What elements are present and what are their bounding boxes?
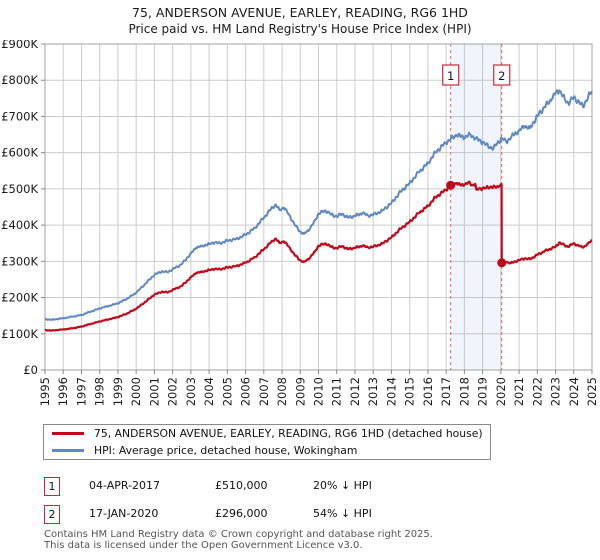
x-tick-label: 2004: [202, 377, 216, 406]
sale-marker-box-2: [493, 64, 511, 86]
y-tick-label: £400K: [1, 218, 38, 232]
sale-2-date: 17-JAN-2020: [89, 507, 159, 520]
x-tick-label: 2002: [166, 377, 180, 406]
x-tick-label: 2015: [403, 377, 417, 406]
x-tick-label: 1999: [111, 377, 125, 406]
y-tick-label: £300K: [1, 254, 38, 268]
x-tick-label: 2013: [366, 377, 380, 406]
y-tick-label: £800K: [1, 73, 38, 87]
x-tick-label: 2021: [512, 377, 526, 406]
x-tick-label: 1997: [74, 377, 88, 406]
x-tick-label: 2023: [549, 377, 563, 406]
x-tick-label: 1998: [93, 377, 107, 406]
price-chart-svg: £0 £100K £200K £300K £400K £500K £600K £700K £80…: [1, 37, 599, 406]
sale-dot-2: [497, 258, 507, 268]
property-line-swatch: [52, 432, 84, 436]
x-tick-label: 2017: [439, 377, 453, 406]
x-tick-label: 2006: [239, 377, 253, 406]
x-tick-label: 1995: [38, 377, 52, 406]
x-tick-label: 2020: [494, 377, 508, 406]
x-tick-label: 2007: [257, 377, 271, 406]
legend-label-hpi: HPI: Average price, detached house, Woki…: [94, 443, 358, 457]
x-tick-label: 2025: [585, 377, 599, 406]
x-tick-label: 2022: [530, 377, 544, 406]
y-tick-label: £200K: [1, 291, 38, 305]
sale-marker-num-1: 1: [447, 69, 454, 83]
x-tick-label: 2005: [220, 377, 234, 406]
price-chart: £0 £100K £200K £300K £400K £500K £600K £700K £80…: [0, 37, 600, 420]
x-tick-label: 2010: [312, 377, 326, 406]
x-tick-label: 2012: [348, 377, 362, 406]
y-tick-label: £0: [23, 363, 38, 377]
y-tick-label: £100K: [1, 327, 38, 341]
hpi-line: [44, 89, 593, 321]
x-tick-label: 2018: [457, 377, 471, 406]
y-tick-label: £700K: [1, 109, 38, 123]
sale-1-price: £510,000: [215, 479, 268, 492]
legend-item-property: 75, ANDERSON AVENUE, EARLEY, READING, RG…: [44, 427, 490, 441]
sale-2-hpi-delta: 54% ↓ HPI: [313, 507, 372, 520]
sale-1-number-badge: 1: [44, 477, 60, 496]
footer-line-1: Contains HM Land Registry data © Crown c…: [44, 529, 433, 540]
x-tick-label: 2014: [384, 377, 398, 406]
x-tick-label: 2003: [184, 377, 198, 406]
y-tick-label: £900K: [1, 40, 38, 51]
legend-item-hpi: HPI: Average price, detached house, Woki…: [44, 444, 490, 458]
sale-2-number-badge: 2: [44, 505, 60, 524]
sale-dot-1: [446, 180, 456, 190]
sale-1-hpi-delta: 20% ↓ HPI: [313, 479, 372, 492]
x-tick-label: 2009: [293, 377, 307, 406]
sale-marker-num-2: 2: [498, 69, 505, 83]
footer-line-2: This data is licensed under the Open Gov…: [44, 539, 363, 551]
x-tick-label: 2008: [275, 377, 289, 406]
hpi-line-swatch: [52, 448, 84, 452]
sale-1-date: 04-APR-2017: [89, 479, 161, 492]
x-tick-label: 2001: [147, 377, 161, 406]
legend-label-property: 75, ANDERSON AVENUE, EARLEY, READING, RG…: [94, 427, 483, 441]
title-block: 75, ANDERSON AVENUE, EARLEY, READING, RG…: [0, 5, 600, 37]
x-tick-label: 2011: [330, 377, 344, 406]
ownership-band: [450, 44, 502, 370]
x-tick-label: 1996: [56, 377, 70, 406]
sale-2-price: £296,000: [215, 507, 268, 520]
y-tick-label: £500K: [1, 182, 38, 196]
x-tick-label: 2000: [129, 377, 143, 406]
y-tick-label: £600K: [1, 146, 38, 160]
sale-annotation-1: 1 04-APR-2017 £510,000 20% ↓ HPI: [0, 477, 600, 497]
x-tick-label: 2024: [567, 377, 581, 406]
page-title: 75, ANDERSON AVENUE, EARLEY, READING, RG…: [132, 5, 468, 20]
copyright-footer: Contains HM Land Registry data © Crown c…: [44, 529, 584, 551]
x-tick-label: 2016: [421, 377, 435, 406]
sale-annotation-2: 2 17-JAN-2020 £296,000 54% ↓ HPI: [0, 505, 600, 525]
page-subtitle: Price paid vs. HM Land Registry's House …: [128, 22, 472, 36]
legend: 75, ANDERSON AVENUE, EARLEY, READING, RG…: [43, 424, 491, 460]
sale-marker-box-1: [442, 64, 460, 86]
property-line: [44, 180, 593, 332]
x-tick-label: 2019: [476, 377, 490, 406]
